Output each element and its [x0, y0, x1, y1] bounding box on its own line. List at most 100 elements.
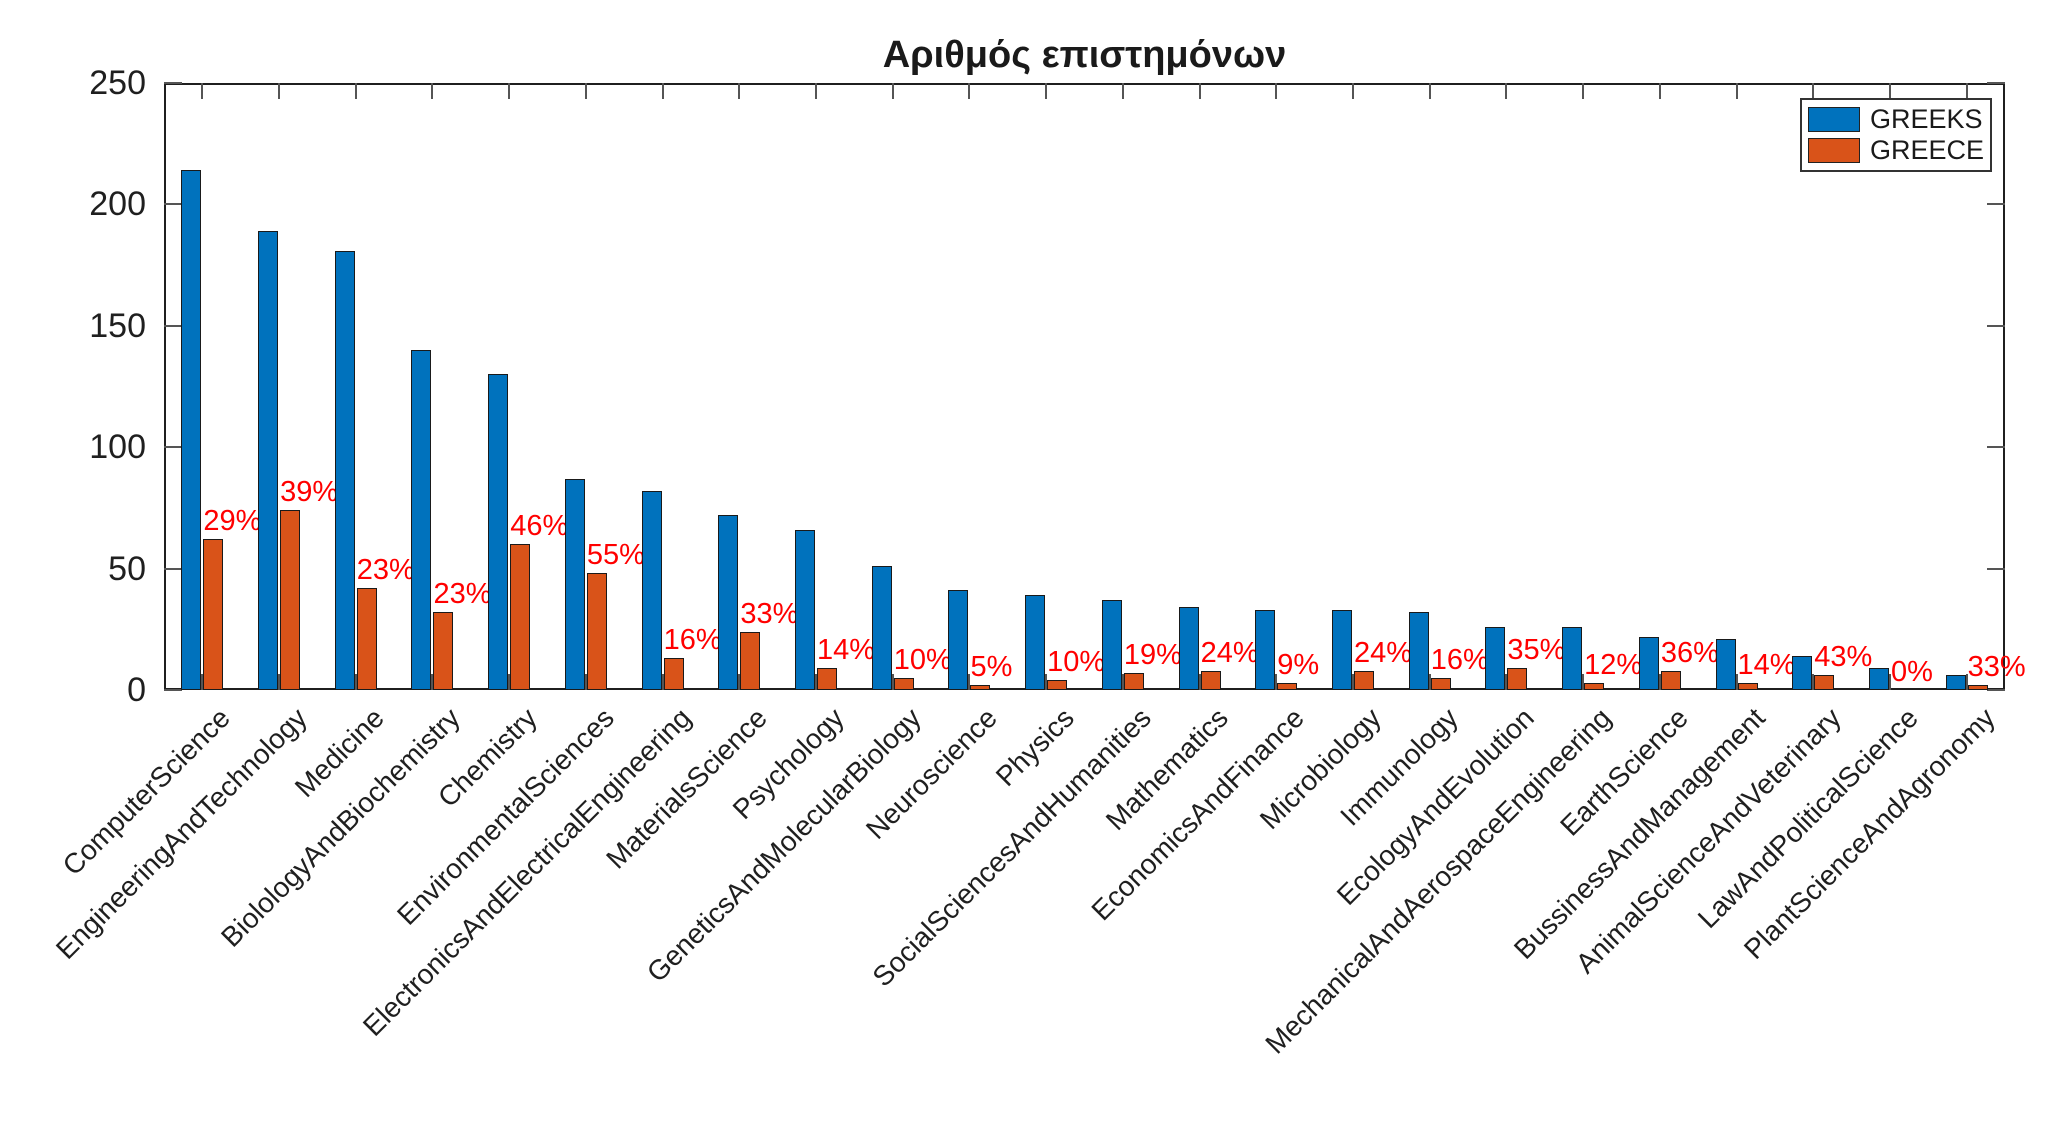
bar-percentage-label: 14%: [817, 634, 876, 667]
x-tick-mark-bottom: [1198, 674, 1201, 690]
bar-greeks: [258, 231, 279, 690]
y-tick-mark-left: [164, 82, 182, 84]
bar-percentage-label: 0%: [1890, 656, 1933, 688]
legend-swatch: [1808, 138, 1860, 163]
x-tick-mark-bottom: [1045, 674, 1048, 690]
bar-percentage-label: 10%: [1047, 646, 1106, 679]
x-tick-mark-top: [1812, 83, 1815, 99]
x-tick-mark-top: [1505, 83, 1508, 99]
bar-percentage-label: 33%: [740, 597, 799, 630]
x-tick-mark-bottom: [508, 674, 511, 690]
y-tick-mark-left: [164, 689, 182, 691]
x-tick-mark-bottom: [278, 674, 281, 690]
y-tick-mark-right: [1987, 689, 2005, 691]
bar-percentage-label: 12%: [1584, 648, 1643, 681]
x-tick-mark-top: [1658, 83, 1661, 99]
y-tick-label: 250: [89, 64, 146, 102]
x-tick-mark-top: [1888, 83, 1891, 99]
x-tick-mark-top: [1735, 83, 1738, 99]
x-tick-mark-top: [584, 83, 587, 99]
bar-percentage-label: 23%: [356, 554, 415, 587]
bar-greece: [356, 588, 377, 690]
bar-greeks: [564, 478, 585, 690]
bar-greece: [970, 685, 991, 690]
legend-entry: GREEKS: [1808, 106, 1984, 133]
bar-greeks: [1101, 600, 1122, 690]
bar-percentage-label: 39%: [280, 476, 339, 509]
y-tick-label: 0: [127, 671, 146, 709]
x-tick-mark-top: [1965, 83, 1968, 99]
legend-label: GREECE: [1870, 135, 1985, 165]
bar-greece: [893, 677, 914, 690]
y-tick-mark-left: [164, 567, 182, 570]
bar-greeks: [641, 490, 662, 690]
bar-percentage-label: 55%: [586, 539, 645, 572]
bar-greece: [663, 658, 684, 690]
bar-greece: [1123, 673, 1144, 690]
x-tick-mark-bottom: [1965, 674, 1968, 690]
axis-bottom-spine: [164, 688, 2005, 690]
bar-greeks: [1562, 626, 1583, 690]
bar-greeks: [488, 374, 509, 690]
x-tick-mark-bottom: [1735, 674, 1738, 690]
x-tick-label: SocialSciencesAndHumanities: [866, 702, 1157, 993]
x-tick-mark-bottom: [891, 674, 894, 690]
x-tick-mark-bottom: [201, 674, 204, 690]
bar-greeks: [1945, 675, 1966, 690]
bar-greeks: [1178, 607, 1199, 690]
x-tick-mark-bottom: [1428, 674, 1431, 690]
axis-top-spine: [164, 83, 2005, 85]
legend-label: GREEKS: [1870, 104, 1983, 134]
bar-percentage-label: 43%: [1814, 641, 1873, 674]
x-tick-mark-top: [354, 83, 357, 99]
bar-greeks: [718, 515, 739, 690]
y-tick-mark-left: [164, 324, 182, 327]
bar-greeks: [1485, 626, 1506, 690]
bar-percentage-label: 24%: [1353, 636, 1413, 669]
x-tick-mark-top: [661, 83, 664, 99]
x-tick-mark-top: [1428, 83, 1431, 99]
x-tick-mark-top: [738, 83, 741, 99]
bar-percentage-label: 16%: [1430, 643, 1489, 676]
bar-percentage-label: 14%: [1737, 648, 1796, 681]
y-tick-mark-left: [164, 446, 182, 449]
bar-greeks: [334, 250, 355, 690]
bar-greece: [586, 573, 607, 690]
x-tick-mark-bottom: [1505, 674, 1508, 690]
x-tick-mark-bottom: [1275, 674, 1278, 690]
x-tick-mark-top: [508, 83, 511, 99]
y-tick-label: 200: [89, 185, 146, 224]
bar-percentage-label: 16%: [663, 624, 722, 657]
x-tick-mark-top: [201, 83, 204, 99]
x-tick-mark-bottom: [968, 674, 971, 690]
x-tick-mark-bottom: [431, 674, 434, 690]
bar-percentage-label: 9%: [1277, 648, 1320, 681]
bar-greeks: [1868, 668, 1889, 690]
bar-greeks: [871, 566, 892, 690]
bar-greeks: [948, 590, 969, 690]
x-tick-mark-top: [431, 83, 434, 99]
bar-greece: [740, 631, 761, 690]
x-tick-mark-bottom: [661, 674, 664, 690]
bar-greeks: [1715, 639, 1736, 690]
bar-percentage-label: 36%: [1660, 636, 1719, 669]
x-tick-mark-top: [968, 83, 971, 99]
plot-area: 29% 39% 23% 23% 46% 55% 16% 33% 14% 10% 5% 10% 19% 24…: [164, 82, 2026, 691]
bar-greece: [203, 539, 224, 690]
bar-greece: [1660, 670, 1681, 690]
bar-greeks: [1792, 656, 1813, 690]
bar-greece: [280, 510, 301, 690]
x-tick-mark-top: [278, 83, 281, 99]
x-tick-mark-bottom: [354, 674, 357, 690]
y-tick-mark-right: [1987, 446, 2005, 449]
bar-greece: [510, 544, 531, 690]
legend-entry: GREECE: [1808, 137, 1984, 164]
bar-percentage-label: 35%: [1507, 634, 1566, 667]
legend-swatch: [1808, 107, 1860, 132]
x-tick-mark-bottom: [815, 674, 818, 690]
x-tick-mark-top: [1198, 83, 1201, 99]
bar-greeks: [795, 529, 816, 690]
bar-percentage-label: 24%: [1200, 636, 1259, 669]
bar-greece: [817, 668, 838, 690]
bar-greece: [1200, 670, 1221, 690]
